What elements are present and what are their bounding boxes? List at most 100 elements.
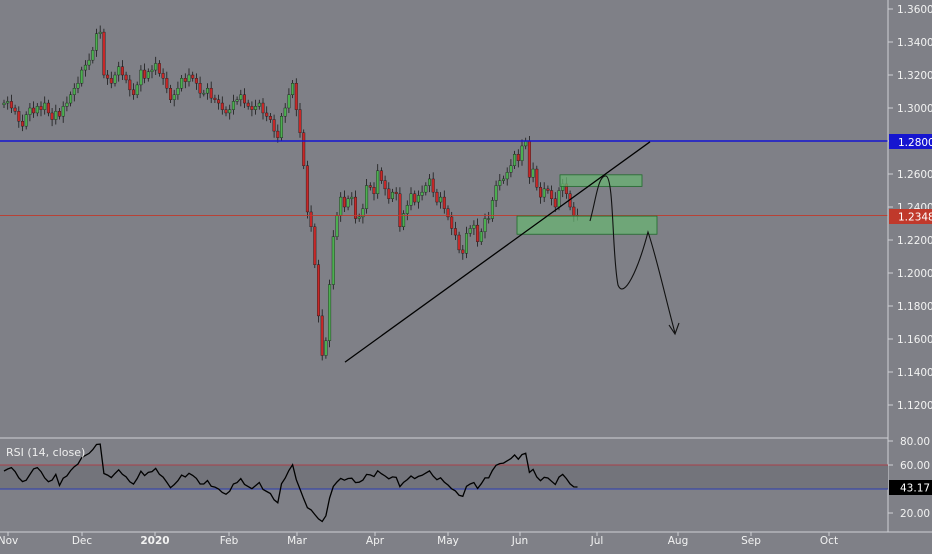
candle-body (228, 109, 232, 114)
candle-body (354, 196, 358, 219)
candle-body (76, 83, 80, 89)
candle-body (72, 87, 76, 95)
candle (120, 60, 124, 80)
candle-body (106, 74, 110, 79)
candle (254, 99, 258, 115)
candle-body (413, 193, 417, 203)
candle-body (394, 191, 398, 194)
candle-body (180, 78, 184, 89)
candle-body (50, 112, 54, 120)
candle (368, 182, 372, 191)
candle-body (272, 119, 276, 132)
candle (198, 76, 202, 99)
candle-body (98, 31, 102, 34)
candle-body (242, 94, 246, 104)
candle-body (246, 102, 250, 107)
candle-body (391, 191, 395, 199)
candle-body (383, 180, 387, 190)
candle-body (283, 107, 287, 117)
candle (387, 182, 391, 204)
candle (17, 106, 21, 128)
candle-body (83, 64, 87, 71)
rsi-tick-label: 80.00 (900, 436, 930, 448)
candle-body (361, 208, 365, 218)
candle (472, 220, 476, 236)
candle (420, 185, 424, 201)
candle (298, 103, 302, 138)
candle (520, 139, 524, 166)
candle-body (294, 83, 298, 110)
candle (102, 28, 106, 79)
candle-body (250, 106, 254, 110)
candle (113, 71, 117, 87)
rsi-value-tag: 43.17 (889, 480, 932, 495)
candle-body (298, 109, 302, 133)
candle (265, 106, 269, 122)
candle-body (87, 59, 91, 66)
candle-body (32, 107, 36, 114)
price-tick-label: 1.2200 (897, 235, 932, 247)
candle-body (409, 193, 413, 206)
candle (106, 70, 110, 85)
candle (405, 200, 409, 221)
candle-body (542, 188, 546, 198)
candle-body (535, 168, 539, 188)
candle (268, 112, 272, 123)
candle-body (309, 211, 313, 227)
candle-body (280, 116, 284, 138)
candle (535, 165, 539, 191)
time-tick-label: Sep (741, 535, 761, 547)
time-tick-label: Feb (220, 535, 239, 547)
candle (383, 175, 387, 196)
candle (335, 211, 339, 240)
candle (502, 175, 506, 184)
candle (202, 89, 206, 97)
candle (365, 178, 369, 214)
candle-body (461, 249, 465, 254)
candle-body (205, 87, 209, 94)
projected-path (589, 175, 676, 334)
resistance-price-tag: 1.2800 (889, 134, 932, 149)
candle-body (465, 233, 469, 254)
candle (231, 94, 235, 115)
candle (94, 28, 98, 57)
price-tick-label: 1.1600 (897, 334, 932, 346)
candle-body (405, 205, 409, 214)
demand-zone-lower (516, 215, 658, 235)
candle (539, 182, 543, 204)
candle (354, 190, 358, 224)
price-pane (0, 25, 888, 363)
candle (317, 259, 321, 323)
candle-body (154, 63, 158, 71)
candle (509, 159, 513, 178)
candle-body (231, 101, 235, 110)
price-tick-label: 1.1200 (897, 400, 932, 412)
candle-body (446, 208, 450, 218)
candle-body (453, 228, 457, 236)
candle (187, 68, 191, 87)
candle (54, 104, 58, 125)
time-tick-label: Mar (287, 535, 307, 547)
candle-body (505, 172, 509, 180)
rsi-pane: RSI (14, close) (0, 443, 888, 523)
candle-body (43, 102, 47, 110)
candle (39, 101, 43, 117)
candle-body (146, 71, 150, 79)
candle-body (58, 111, 62, 117)
candle (6, 96, 10, 110)
candle (150, 65, 154, 79)
candle (250, 101, 254, 117)
candle-body (165, 78, 169, 89)
candle-body (498, 180, 502, 186)
candle (24, 111, 28, 130)
candle-body (113, 74, 117, 84)
candle-body (305, 165, 309, 213)
candle (490, 197, 494, 222)
candle-body (435, 191, 439, 203)
candle (61, 101, 65, 123)
candle (21, 114, 25, 132)
candle (172, 89, 176, 107)
candle-body (379, 170, 383, 181)
